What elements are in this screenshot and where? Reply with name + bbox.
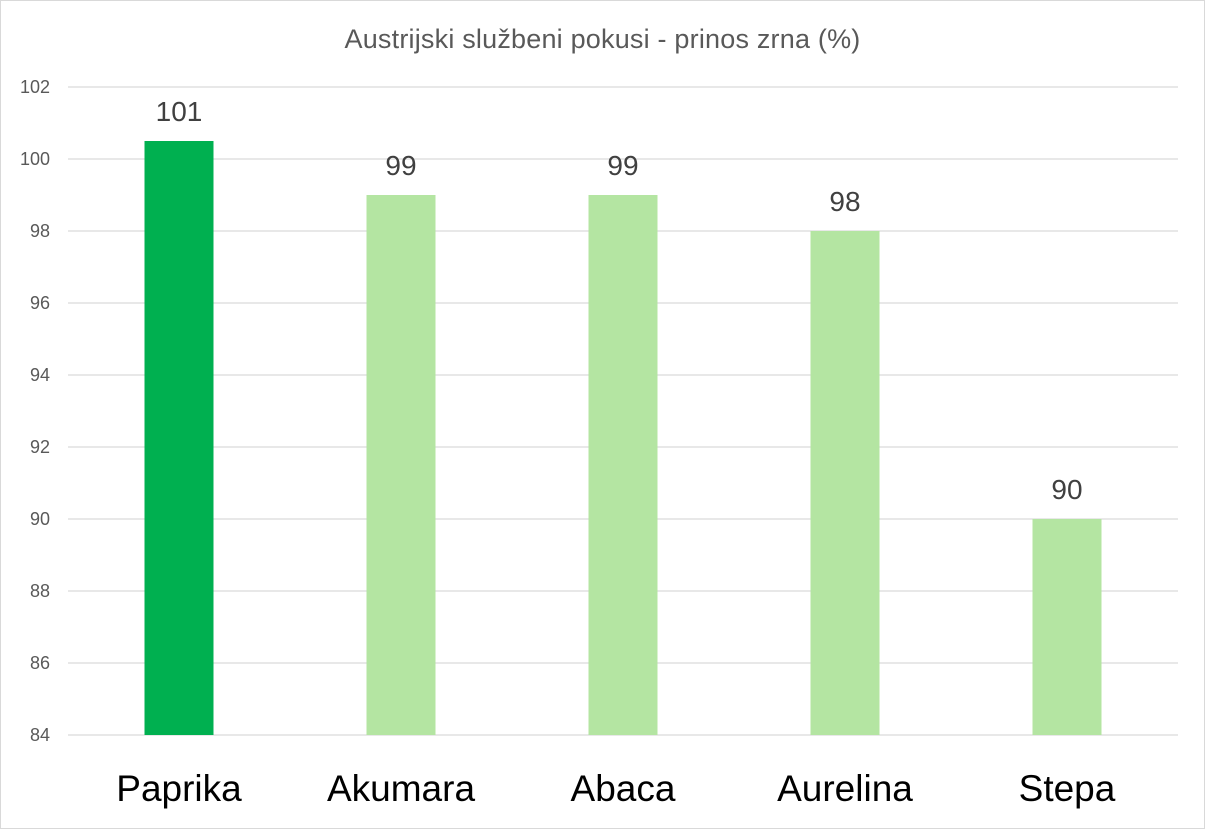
y-tick-label: 92 [30, 437, 50, 457]
bar-abaca [588, 195, 658, 735]
y-tick-label: 96 [30, 293, 50, 313]
data-label: 90 [1051, 474, 1082, 505]
bar-akumara [366, 195, 436, 735]
y-axis-ticks: 84 86 88 90 92 94 96 98 100 102 [20, 77, 50, 745]
y-tick-label: 90 [30, 509, 50, 529]
y-tick-label: 98 [30, 221, 50, 241]
data-labels: 101 99 99 98 90 [156, 96, 1083, 505]
bar-paprika [144, 141, 214, 735]
x-category-label: Aurelina [777, 768, 913, 809]
y-tick-label: 84 [30, 725, 50, 745]
y-tick-label: 100 [20, 149, 50, 169]
bar-stepa [1032, 519, 1102, 735]
data-label: 101 [156, 96, 203, 127]
x-category-label: Abaca [571, 768, 676, 809]
chart-title: Austrijski službeni pokusi - prinos zrna… [344, 24, 861, 54]
data-label: 99 [385, 150, 416, 181]
x-category-label: Akumara [327, 768, 475, 809]
x-category-label: Paprika [116, 768, 242, 809]
y-tick-label: 94 [30, 365, 50, 385]
y-tick-label: 88 [30, 581, 50, 601]
y-tick-label: 102 [20, 77, 50, 97]
bar-aurelina [810, 231, 880, 735]
data-label: 98 [829, 186, 860, 217]
y-tick-label: 86 [30, 653, 50, 673]
x-axis-categories: Paprika Akumara Abaca Aurelina Stepa [116, 768, 1115, 809]
data-label: 99 [607, 150, 638, 181]
x-category-label: Stepa [1019, 768, 1116, 809]
bars [144, 141, 1102, 735]
